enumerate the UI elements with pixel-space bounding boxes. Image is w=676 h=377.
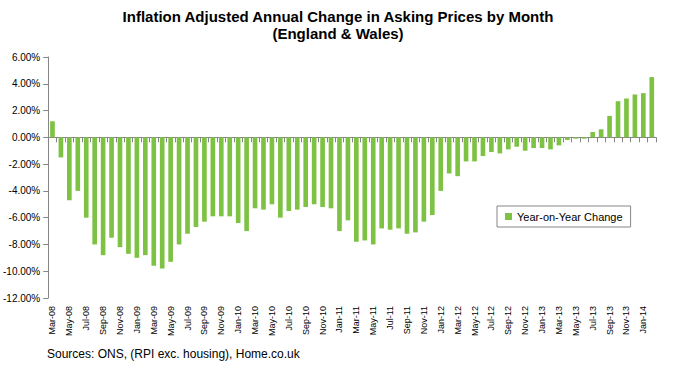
svg-text:Jan-14: Jan-14 bbox=[638, 306, 648, 334]
svg-text:Jul-11: Jul-11 bbox=[385, 306, 395, 330]
svg-text:2.00%: 2.00% bbox=[12, 105, 40, 116]
svg-text:4.00%: 4.00% bbox=[12, 78, 40, 89]
svg-text:Sep-10: Sep-10 bbox=[301, 306, 311, 335]
svg-text:Sep-13: Sep-13 bbox=[605, 306, 615, 335]
svg-text:Jan-10: Jan-10 bbox=[233, 306, 243, 334]
svg-text:Jan-12: Jan-12 bbox=[436, 306, 446, 334]
svg-text:Jul-13: Jul-13 bbox=[588, 306, 598, 331]
svg-text:(England & Wales): (England & Wales) bbox=[272, 25, 403, 42]
svg-text:Mar-10: Mar-10 bbox=[250, 306, 260, 335]
svg-text:-4.00%: -4.00% bbox=[9, 185, 41, 196]
svg-text:Nov-12: Nov-12 bbox=[520, 306, 530, 335]
svg-text:Mar-08: Mar-08 bbox=[47, 306, 57, 335]
svg-text:May-13: May-13 bbox=[571, 306, 581, 336]
svg-text:Mar-13: Mar-13 bbox=[554, 306, 564, 335]
svg-text:Sep-08: Sep-08 bbox=[98, 306, 108, 335]
svg-text:May-11: May-11 bbox=[368, 306, 378, 335]
svg-text:-12.00%: -12.00% bbox=[3, 293, 40, 304]
svg-text:Nov-09: Nov-09 bbox=[216, 306, 226, 335]
svg-text:Sep-12: Sep-12 bbox=[503, 306, 513, 335]
svg-text:-6.00%: -6.00% bbox=[9, 212, 41, 223]
svg-text:Sep-09: Sep-09 bbox=[199, 306, 209, 335]
svg-text:Sources: ONS, (RPI exc. housin: Sources: ONS, (RPI exc. housing), Home.c… bbox=[47, 347, 301, 361]
svg-text:Nov-13: Nov-13 bbox=[621, 306, 631, 335]
svg-text:Year-on-Year Change: Year-on-Year Change bbox=[517, 211, 623, 223]
svg-text:-8.00%: -8.00% bbox=[9, 239, 41, 250]
svg-text:Jul-08: Jul-08 bbox=[81, 306, 91, 331]
svg-text:Mar-11: Mar-11 bbox=[351, 306, 361, 334]
svg-text:Mar-09: Mar-09 bbox=[149, 306, 159, 335]
svg-text:Jul-09: Jul-09 bbox=[183, 306, 193, 331]
svg-text:Jan-09: Jan-09 bbox=[132, 306, 142, 334]
svg-text:Jul-12: Jul-12 bbox=[486, 306, 496, 331]
svg-text:6.00%: 6.00% bbox=[12, 52, 40, 63]
svg-text:0.00%: 0.00% bbox=[12, 132, 40, 143]
svg-text:Nov-08: Nov-08 bbox=[115, 306, 125, 335]
svg-text:May-09: May-09 bbox=[166, 306, 176, 336]
svg-text:May-08: May-08 bbox=[64, 306, 74, 336]
svg-text:Inflation Adjusted Annual Chan: Inflation Adjusted Annual Change in Aski… bbox=[123, 8, 554, 25]
svg-text:Nov-11: Nov-11 bbox=[419, 306, 429, 334]
svg-text:May-12: May-12 bbox=[470, 306, 480, 336]
svg-text:-2.00%: -2.00% bbox=[9, 159, 41, 170]
svg-text:Jan-11: Jan-11 bbox=[334, 306, 344, 333]
svg-text:Sep-11: Sep-11 bbox=[402, 306, 412, 334]
svg-text:May-10: May-10 bbox=[267, 306, 277, 336]
svg-text:Mar-12: Mar-12 bbox=[453, 306, 463, 335]
svg-text:Jul-10: Jul-10 bbox=[284, 306, 294, 331]
svg-text:-10.00%: -10.00% bbox=[3, 266, 40, 277]
svg-text:Nov-10: Nov-10 bbox=[318, 306, 328, 335]
svg-text:Jan-13: Jan-13 bbox=[537, 306, 547, 334]
